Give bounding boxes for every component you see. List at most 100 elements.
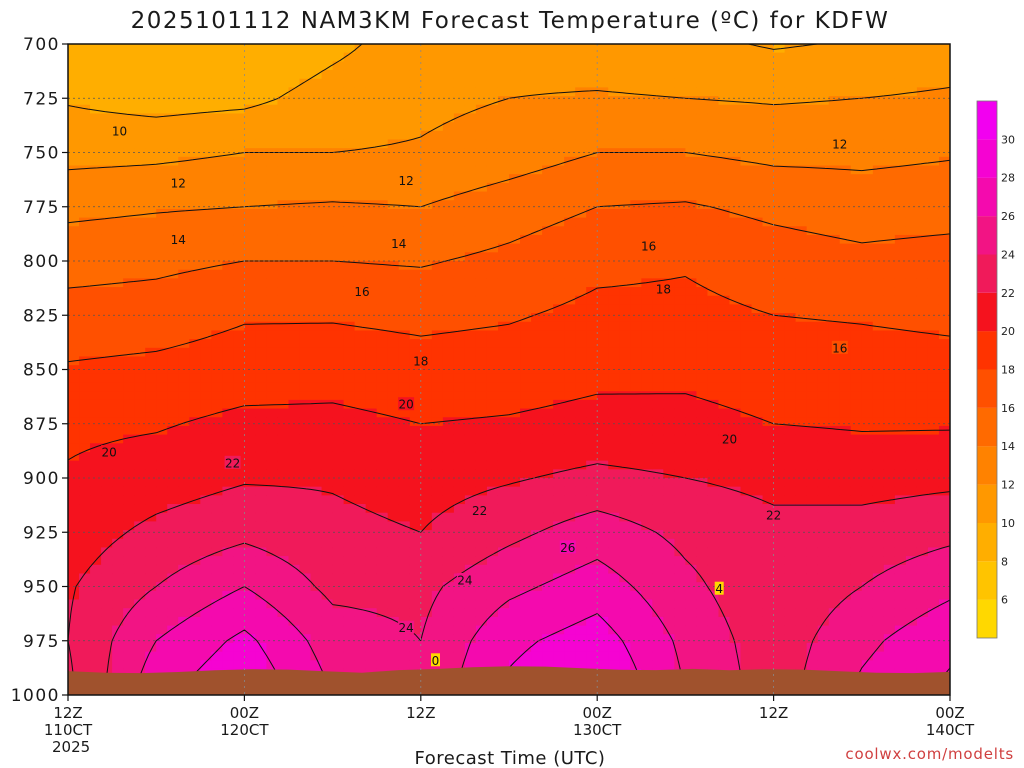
temperature-cell — [134, 399, 146, 410]
temperature-cell — [134, 313, 146, 323]
temperature-cell — [608, 616, 620, 627]
temperature-cell — [376, 486, 389, 496]
temperature-cell — [255, 382, 268, 392]
temperature-cell — [685, 434, 698, 444]
temperature-cell — [497, 96, 510, 106]
temperature-cell — [376, 130, 389, 141]
temperature-cell — [178, 122, 190, 132]
temperature-cell — [277, 660, 290, 670]
temperature-cell — [387, 399, 400, 410]
temperature-cell — [68, 287, 80, 297]
temperature-cell — [762, 599, 775, 609]
temperature-cell — [101, 521, 113, 531]
temperature-cell — [674, 304, 686, 314]
temperature-cell — [773, 78, 786, 88]
temperature-cell — [475, 252, 488, 262]
temperature-cell — [751, 122, 764, 132]
temperature-cell — [597, 469, 609, 479]
temperature-cell — [696, 365, 709, 375]
temperature-cell — [299, 582, 312, 592]
temperature-cell — [90, 504, 102, 514]
temperature-cell — [79, 634, 91, 644]
temperature-cell — [200, 478, 212, 488]
temperature-cell — [663, 434, 675, 444]
temperature-cell — [641, 70, 653, 80]
temperature-cell — [189, 70, 201, 80]
temperature-cell — [200, 104, 212, 115]
temperature-cell — [553, 252, 565, 262]
temperature-cell — [354, 208, 367, 219]
temperature-cell — [288, 217, 301, 227]
temperature-cell — [630, 590, 642, 601]
temperature-cell — [685, 113, 698, 123]
temperature-cell — [244, 460, 257, 470]
temperature-cell — [299, 200, 312, 210]
temperature-cell — [475, 122, 488, 132]
temperature-cell — [343, 556, 356, 566]
temperature-cell — [387, 182, 400, 193]
temperature-cell — [321, 174, 334, 184]
temperature-cell — [784, 269, 797, 279]
temperature-cell — [740, 261, 753, 271]
temperature-cell — [244, 469, 257, 479]
temperature-cell — [718, 208, 731, 219]
temperature-cell — [520, 547, 532, 557]
temperature-cell — [729, 391, 742, 401]
temperature-cell — [674, 660, 686, 670]
temperature-cell — [641, 616, 653, 627]
temperature-cell — [90, 347, 102, 358]
temperature-cell — [288, 226, 301, 236]
temperature-cell — [354, 182, 367, 193]
temperature-cell — [575, 52, 587, 62]
temperature-cell — [619, 564, 631, 575]
temperature-cell — [222, 304, 234, 314]
temperature-cell — [299, 61, 312, 71]
temperature-cell — [134, 287, 146, 297]
temperature-cell — [376, 261, 389, 271]
temperature-cell — [564, 330, 576, 340]
temperature-cell — [409, 373, 422, 384]
temperature-cell — [431, 44, 444, 54]
temperature-cell — [520, 495, 532, 505]
temperature-cell — [112, 330, 124, 340]
temperature-cell — [619, 252, 631, 262]
temperature-cell — [652, 217, 664, 227]
temperature-cell — [68, 87, 80, 97]
temperature-cell — [134, 451, 146, 462]
temperature-cell — [244, 642, 257, 653]
temperature-cell — [784, 521, 797, 531]
temperature-cell — [68, 538, 80, 549]
temperature-cell — [343, 165, 356, 175]
temperature-cell — [497, 608, 510, 618]
temperature-cell — [619, 512, 631, 522]
temperature-cell — [553, 61, 565, 71]
temperature-cell — [134, 70, 146, 80]
temperature-cell — [652, 130, 664, 141]
temperature-cell — [255, 304, 268, 314]
temperature-cell — [497, 243, 510, 253]
temperature-cell — [630, 399, 642, 410]
temperature-cell — [167, 61, 179, 71]
temperature-cell — [266, 52, 279, 62]
temperature-cell — [542, 365, 554, 375]
temperature-cell — [608, 634, 620, 644]
temperature-cell — [200, 44, 212, 54]
temperature-cell — [343, 130, 356, 141]
temperature-cell — [729, 200, 742, 210]
temperature-cell — [299, 504, 312, 514]
temperature-cell — [200, 61, 212, 71]
temperature-cell — [486, 521, 499, 531]
temperature-cell — [321, 504, 334, 514]
temperature-cell — [79, 356, 91, 366]
temperature-cell — [233, 434, 246, 444]
temperature-cell — [685, 52, 698, 62]
temperature-cell — [123, 226, 135, 236]
temperature-cell — [652, 417, 664, 427]
temperature-cell — [751, 599, 764, 609]
temperature-cell — [486, 530, 499, 540]
temperature-cell — [619, 347, 631, 358]
temperature-cell — [123, 538, 135, 549]
temperature-cell — [608, 478, 620, 488]
temperature-cell — [79, 425, 91, 436]
temperature-cell — [387, 156, 400, 167]
